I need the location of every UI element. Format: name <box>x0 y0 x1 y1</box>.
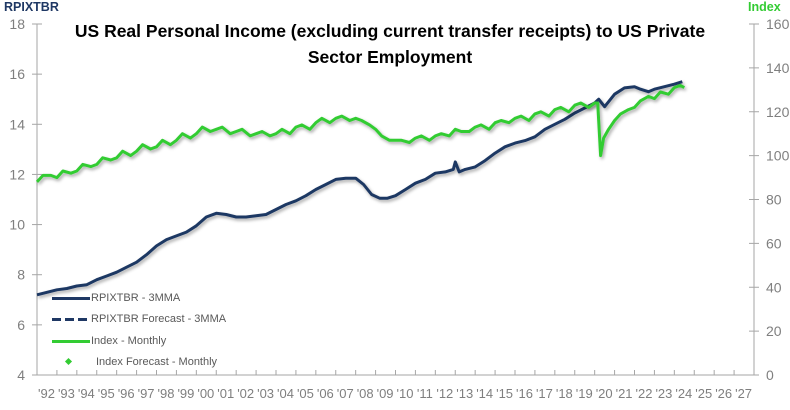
right-axis-tick-label: 120 <box>766 104 790 120</box>
legend-item-rpixtbr: RPIXTBR - 3MMA <box>52 287 226 309</box>
x-axis-tick-label: '07 <box>337 386 354 401</box>
right-axis-tick-label: 60 <box>766 235 782 251</box>
left-axis-tick-label: 4 <box>17 367 25 383</box>
x-axis-tick-label: '06 <box>317 386 334 401</box>
x-axis-tick-label: '10 <box>397 386 414 401</box>
x-axis-tick-label: '17 <box>536 386 553 401</box>
legend-item-index: Index - Monthly <box>52 330 226 352</box>
x-axis-tick-label: '12 <box>436 386 453 401</box>
legend-green-diamond-marker-icon <box>52 357 90 367</box>
x-axis-tick-label: '04 <box>277 386 294 401</box>
x-axis-tick-label: '05 <box>297 386 314 401</box>
right-axis-tick-label: 140 <box>766 60 790 76</box>
x-axis-tick-label: '08 <box>357 386 374 401</box>
x-axis-tick-label: '22 <box>636 386 653 401</box>
x-axis-tick-label: '97 <box>138 386 155 401</box>
right-axis-tick-label: 80 <box>766 192 782 208</box>
left-axis-tick-label: 12 <box>9 166 25 182</box>
x-axis-tick-label: '26 <box>715 386 732 401</box>
x-axis-tick-label: '93 <box>58 386 75 401</box>
chart-title-line-2: Sector Employment <box>307 47 473 67</box>
x-axis-tick-label: '09 <box>377 386 394 401</box>
x-axis-tick-label: '03 <box>257 386 274 401</box>
left-axis-tick-label: 14 <box>9 116 25 132</box>
x-axis-tick-label: '13 <box>456 386 473 401</box>
x-axis-tick-label: '98 <box>158 386 175 401</box>
x-axis-tick-label: '19 <box>576 386 593 401</box>
right-axis-title: Index <box>748 0 781 14</box>
left-axis-title: RPIXTBR <box>4 0 59 14</box>
chart-legend: RPIXTBR - 3MMA RPIXTBR Forecast - 3MMA I… <box>52 287 226 373</box>
legend-label: RPIXTBR Forecast - 3MMA <box>91 313 227 326</box>
legend-label: RPIXTBR - 3MMA <box>91 291 181 304</box>
legend-dashed-navy-line-icon <box>52 314 90 324</box>
x-axis-tick-label: '99 <box>177 386 194 401</box>
x-axis-tick-label: '27 <box>735 386 752 401</box>
x-axis-tick-label: '25 <box>695 386 712 401</box>
chart-title-line-1: US Real Personal Income (excluding curre… <box>74 21 706 41</box>
left-axis-tick-label: 16 <box>9 66 25 82</box>
x-axis-tick-label: '02 <box>237 386 254 401</box>
x-axis-tick-label: '23 <box>655 386 672 401</box>
right-axis-tick-label: 0 <box>766 367 774 383</box>
x-axis-tick-label: '00 <box>197 386 214 401</box>
right-axis-tick-label: 160 <box>766 16 790 32</box>
left-axis-tick-label: 10 <box>9 217 25 233</box>
x-axis-tick-label: '96 <box>118 386 135 401</box>
legend-item-rpixtbr-forecast: RPIXTBR Forecast - 3MMA <box>52 309 226 331</box>
right-axis-tick-label: 20 <box>766 323 782 339</box>
right-axis-tick-label: 40 <box>766 279 782 295</box>
x-axis-tick-label: '14 <box>476 386 493 401</box>
legend-solid-green-line-icon <box>52 336 90 346</box>
right-axis-tick-label: 100 <box>766 148 790 164</box>
left-axis-tick-label: 6 <box>17 317 25 333</box>
x-axis-tick-label: '20 <box>596 386 613 401</box>
x-axis-tick-label: '01 <box>217 386 234 401</box>
x-axis-tick-label: '16 <box>516 386 533 401</box>
x-axis-tick-label: '94 <box>78 386 95 401</box>
left-axis-tick-label: 18 <box>9 16 25 32</box>
x-axis-tick-label: '18 <box>556 386 573 401</box>
legend-item-index-forecast: Index Forecast - Monthly <box>52 352 226 374</box>
x-axis-tick-label: '15 <box>496 386 513 401</box>
legend-solid-navy-line-icon <box>52 293 90 303</box>
x-axis-tick-label: '21 <box>616 386 633 401</box>
rpixtbr-line <box>36 80 683 297</box>
left-axis-tick-label: 8 <box>17 267 25 283</box>
legend-label: Index - Monthly <box>91 334 167 347</box>
legend-label: Index Forecast - Monthly <box>96 356 218 369</box>
x-axis-tick-label: '92 <box>38 386 55 401</box>
index-line <box>35 83 686 183</box>
x-axis-tick-label: '95 <box>98 386 115 401</box>
x-axis-tick-label: '24 <box>675 386 692 401</box>
x-axis-tick-label: '11 <box>417 386 433 401</box>
